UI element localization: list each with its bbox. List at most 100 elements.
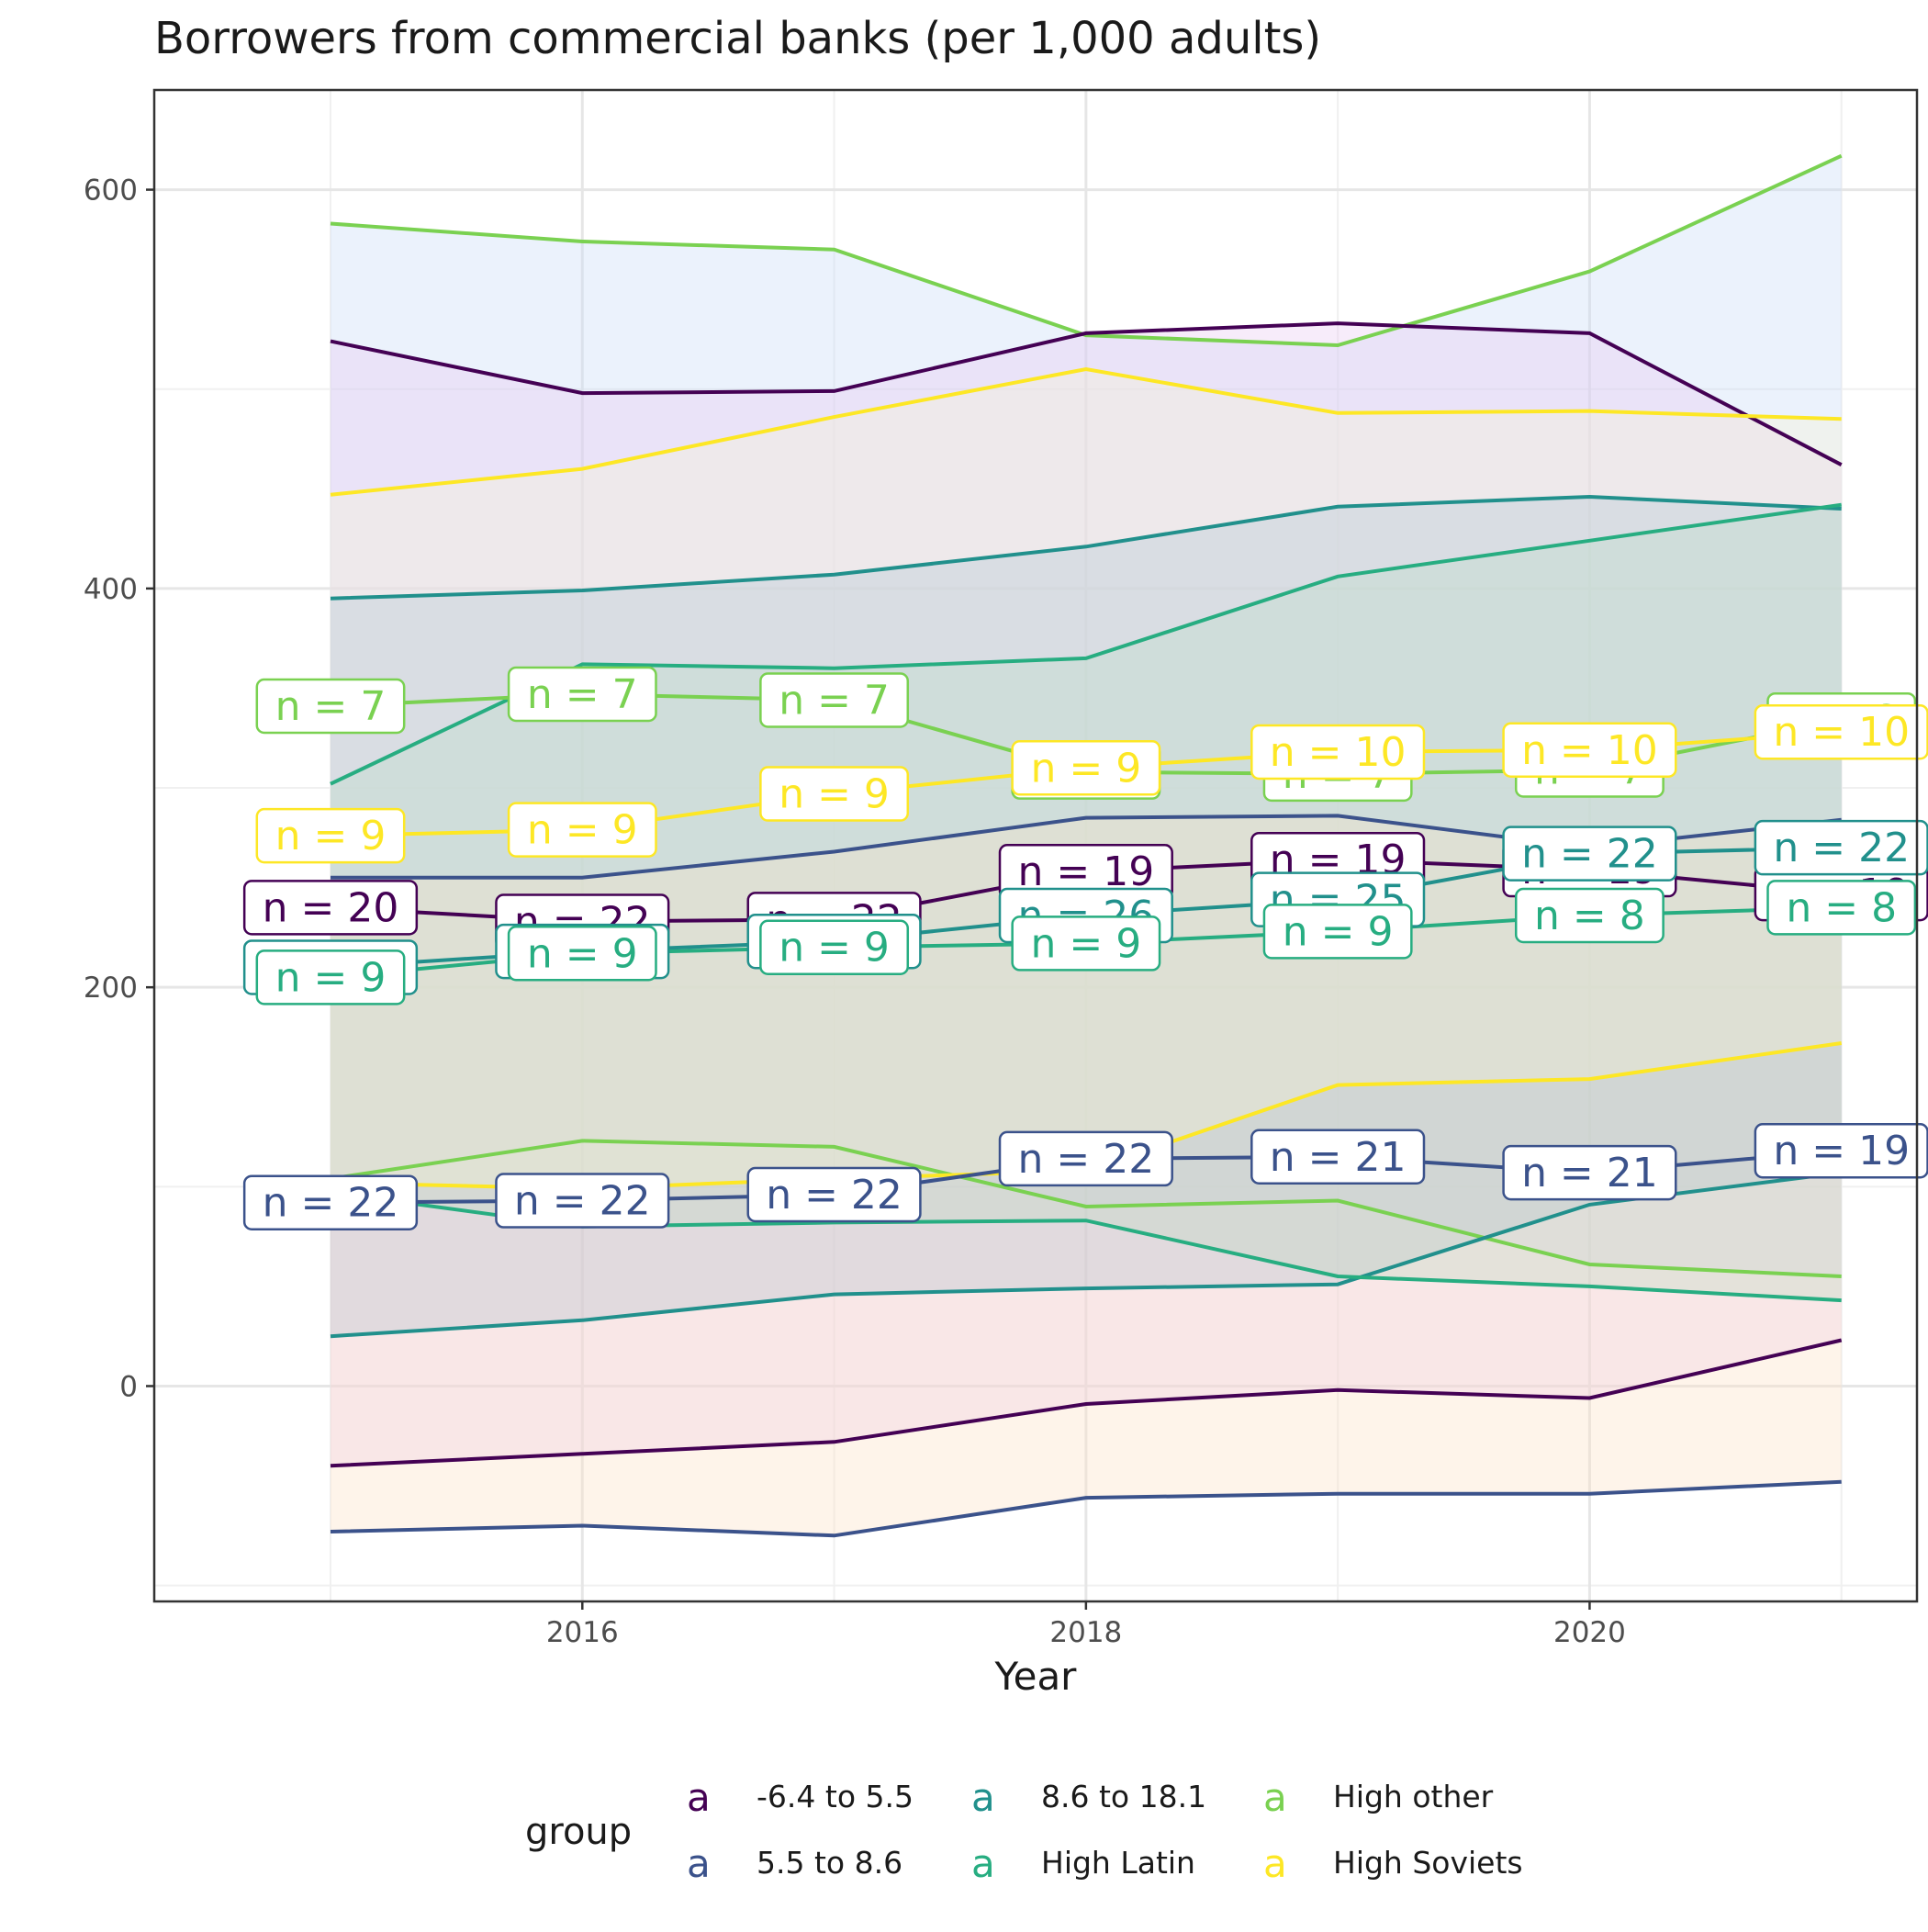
n-label-box: [1514, 887, 1665, 944]
n-label: n = 9: [759, 766, 910, 822]
legend-key: a: [1263, 1841, 1287, 1886]
n-label-text: n = 7: [779, 677, 890, 724]
n-label: n = 9: [1011, 740, 1161, 796]
legend-key: a: [971, 1775, 995, 1820]
n-label-text: n = 10: [1270, 729, 1407, 776]
n-label: n = 22: [242, 1174, 419, 1230]
legend-key: a: [687, 1775, 711, 1820]
legend-label: 8.6 to 18.1: [1041, 1779, 1206, 1814]
n-label-text: n = 22: [514, 1178, 651, 1225]
legend-item: a High Latin: [971, 1841, 1195, 1886]
n-label-text: n = 9: [779, 771, 890, 818]
y-tick-label: 200: [84, 972, 138, 1005]
n-label-text: n = 7: [527, 671, 638, 718]
legend-label: High Soviets: [1333, 1845, 1523, 1881]
n-label-box: [998, 1130, 1173, 1187]
legend-label: High Latin: [1041, 1845, 1195, 1881]
n-label-text: n = 20: [263, 884, 399, 931]
legend-key: a: [1263, 1775, 1287, 1820]
n-label-text: n = 8: [1786, 884, 1897, 931]
n-label-box: [746, 1166, 922, 1223]
n-label-box: [1011, 915, 1161, 972]
n-label-box: [1250, 724, 1426, 781]
chart-title: Borrowers from commercial banks (per 1,0…: [154, 13, 1321, 64]
n-label-text: n = 8: [1534, 893, 1645, 939]
n-label-text: n = 22: [263, 1180, 399, 1227]
n-label-box: [255, 949, 406, 1005]
n-label: n = 8: [1514, 887, 1665, 944]
n-label-box: [759, 919, 910, 975]
legend-title: group: [525, 1811, 632, 1853]
n-label: n = 22: [1502, 826, 1677, 882]
ribbon-band: [331, 155, 1842, 1277]
n-label: n = 8: [1766, 880, 1917, 936]
n-label: n = 10: [1502, 722, 1677, 779]
n-label-text: n = 9: [1030, 920, 1141, 967]
ribbon-upper-line: [330, 502, 1842, 786]
n-label-box: [1502, 722, 1677, 779]
legend-label: 5.5 to 8.6: [757, 1845, 902, 1881]
n-label-box: [759, 672, 910, 728]
ribbon-upper-line: [330, 494, 1842, 601]
x-tick-label: 2018: [1049, 1616, 1122, 1649]
n-label: n = 9: [759, 919, 910, 975]
legend: a -6.4 to 5.5 a 5.5 to 8.6 a 8.6 to 18.1 a High…: [687, 1775, 1523, 1886]
n-label-text: n = 22: [1773, 825, 1910, 871]
n-label-text: n = 19: [1017, 848, 1154, 895]
legend-item: a High other: [1263, 1775, 1494, 1820]
n-label: n = 22: [746, 1166, 922, 1223]
n-labels: n = 20n = 22n = 22n = 19n = 19n = 19n = …: [242, 666, 1928, 1230]
n-label-text: n = 19: [1773, 1128, 1910, 1174]
n-label-text: n = 22: [766, 1172, 902, 1219]
n-label: n = 22: [1754, 819, 1928, 876]
n-label: n = 19: [998, 843, 1173, 900]
ribbon-lower-line: [330, 1338, 1843, 1468]
y-tick-label: 600: [84, 174, 138, 208]
n-label-box: [1250, 1129, 1426, 1185]
legend-key: a: [971, 1841, 995, 1886]
n-label-text: n = 9: [1030, 745, 1141, 792]
y-tick-label: 0: [119, 1370, 138, 1403]
n-label: n = 9: [255, 807, 406, 864]
n-label-box: [255, 678, 406, 735]
n-label: n = 7: [759, 672, 910, 728]
n-label-text: n = 9: [275, 954, 387, 1001]
n-label-box: [507, 666, 657, 723]
n-label-box: [1502, 826, 1677, 882]
n-label-box: [759, 766, 910, 822]
n-label: n = 20: [242, 880, 419, 936]
n-label: n = 22: [495, 1173, 670, 1229]
legend-item: a 5.5 to 8.6: [687, 1841, 902, 1886]
n-label-box: [507, 802, 657, 858]
n-label: n = 9: [1011, 915, 1161, 972]
x-tick-label: 2020: [1553, 1616, 1626, 1649]
n-label-box: [1766, 880, 1917, 936]
ribbon-upper-line: [330, 153, 1843, 348]
n-label-text: n = 9: [527, 807, 638, 854]
n-label: n = 21: [1502, 1144, 1677, 1201]
n-label-box: [255, 807, 406, 864]
n-label-text: n = 10: [1773, 709, 1910, 756]
ribbon-lower-line: [330, 1479, 1842, 1538]
n-label: n = 21: [1250, 1129, 1426, 1185]
legend-label: High other: [1333, 1779, 1494, 1814]
legend-item: a High Soviets: [1263, 1841, 1523, 1886]
n-label: n = 7: [507, 666, 657, 723]
n-label: n = 22: [998, 1130, 1173, 1187]
legend-item: a 8.6 to 18.1: [971, 1775, 1206, 1820]
n-label-text: n = 10: [1521, 727, 1658, 774]
n-label-text: n = 22: [1521, 831, 1658, 878]
n-label-text: n = 21: [1270, 1134, 1407, 1181]
y-tick-label: 400: [84, 573, 138, 606]
n-label-box: [507, 926, 657, 982]
n-label-text: n = 9: [779, 925, 890, 972]
ribbon-lower-line: [330, 1139, 1842, 1278]
n-label-text: n = 9: [275, 813, 387, 859]
n-label: n = 9: [507, 926, 657, 982]
n-label: n = 9: [1262, 904, 1413, 960]
n-label: n = 10: [1754, 703, 1928, 760]
legend-item: a -6.4 to 5.5: [687, 1775, 914, 1820]
n-label-text: n = 21: [1521, 1150, 1658, 1196]
